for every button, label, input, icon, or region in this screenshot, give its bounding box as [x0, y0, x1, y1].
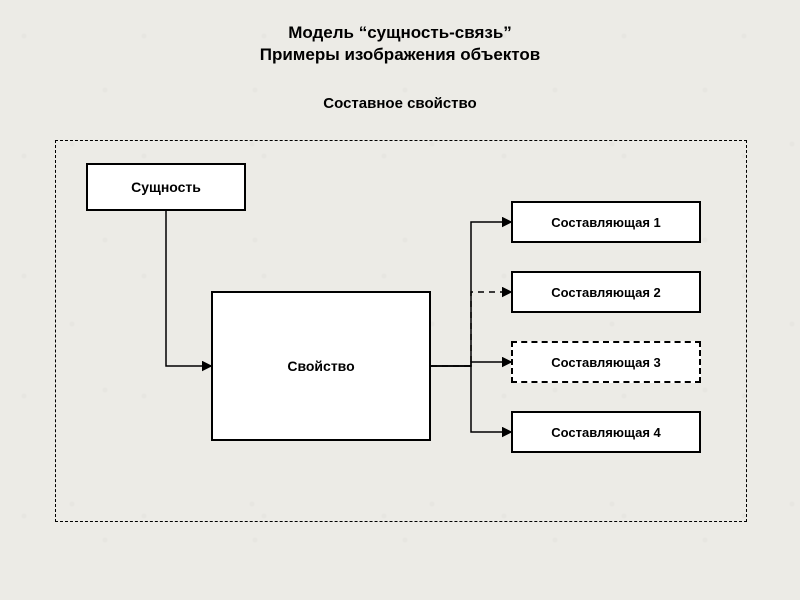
title-line-2: Примеры изображения объектов: [0, 44, 800, 66]
node-component-2: Составляющая 2: [511, 271, 701, 313]
node-property-label: Свойство: [287, 358, 354, 374]
node-property: Свойство: [211, 291, 431, 441]
node-component-2-label: Составляющая 2: [551, 285, 661, 300]
node-component-1: Составляющая 1: [511, 201, 701, 243]
subtitle: Составное свойство: [0, 95, 800, 112]
diagram-frame: Сущность Свойство Составляющая 1 Составл…: [55, 140, 747, 522]
title-line-1: Модель “сущность-связь”: [0, 22, 800, 44]
node-component-4-label: Составляющая 4: [551, 425, 661, 440]
node-entity-label: Сущность: [131, 179, 201, 195]
node-entity: Сущность: [86, 163, 246, 211]
title-block: Модель “сущность-связь” Примеры изображе…: [0, 22, 800, 66]
node-component-3: Составляющая 3: [511, 341, 701, 383]
node-component-3-label: Составляющая 3: [551, 355, 661, 370]
node-component-4: Составляющая 4: [511, 411, 701, 453]
node-component-1-label: Составляющая 1: [551, 215, 661, 230]
